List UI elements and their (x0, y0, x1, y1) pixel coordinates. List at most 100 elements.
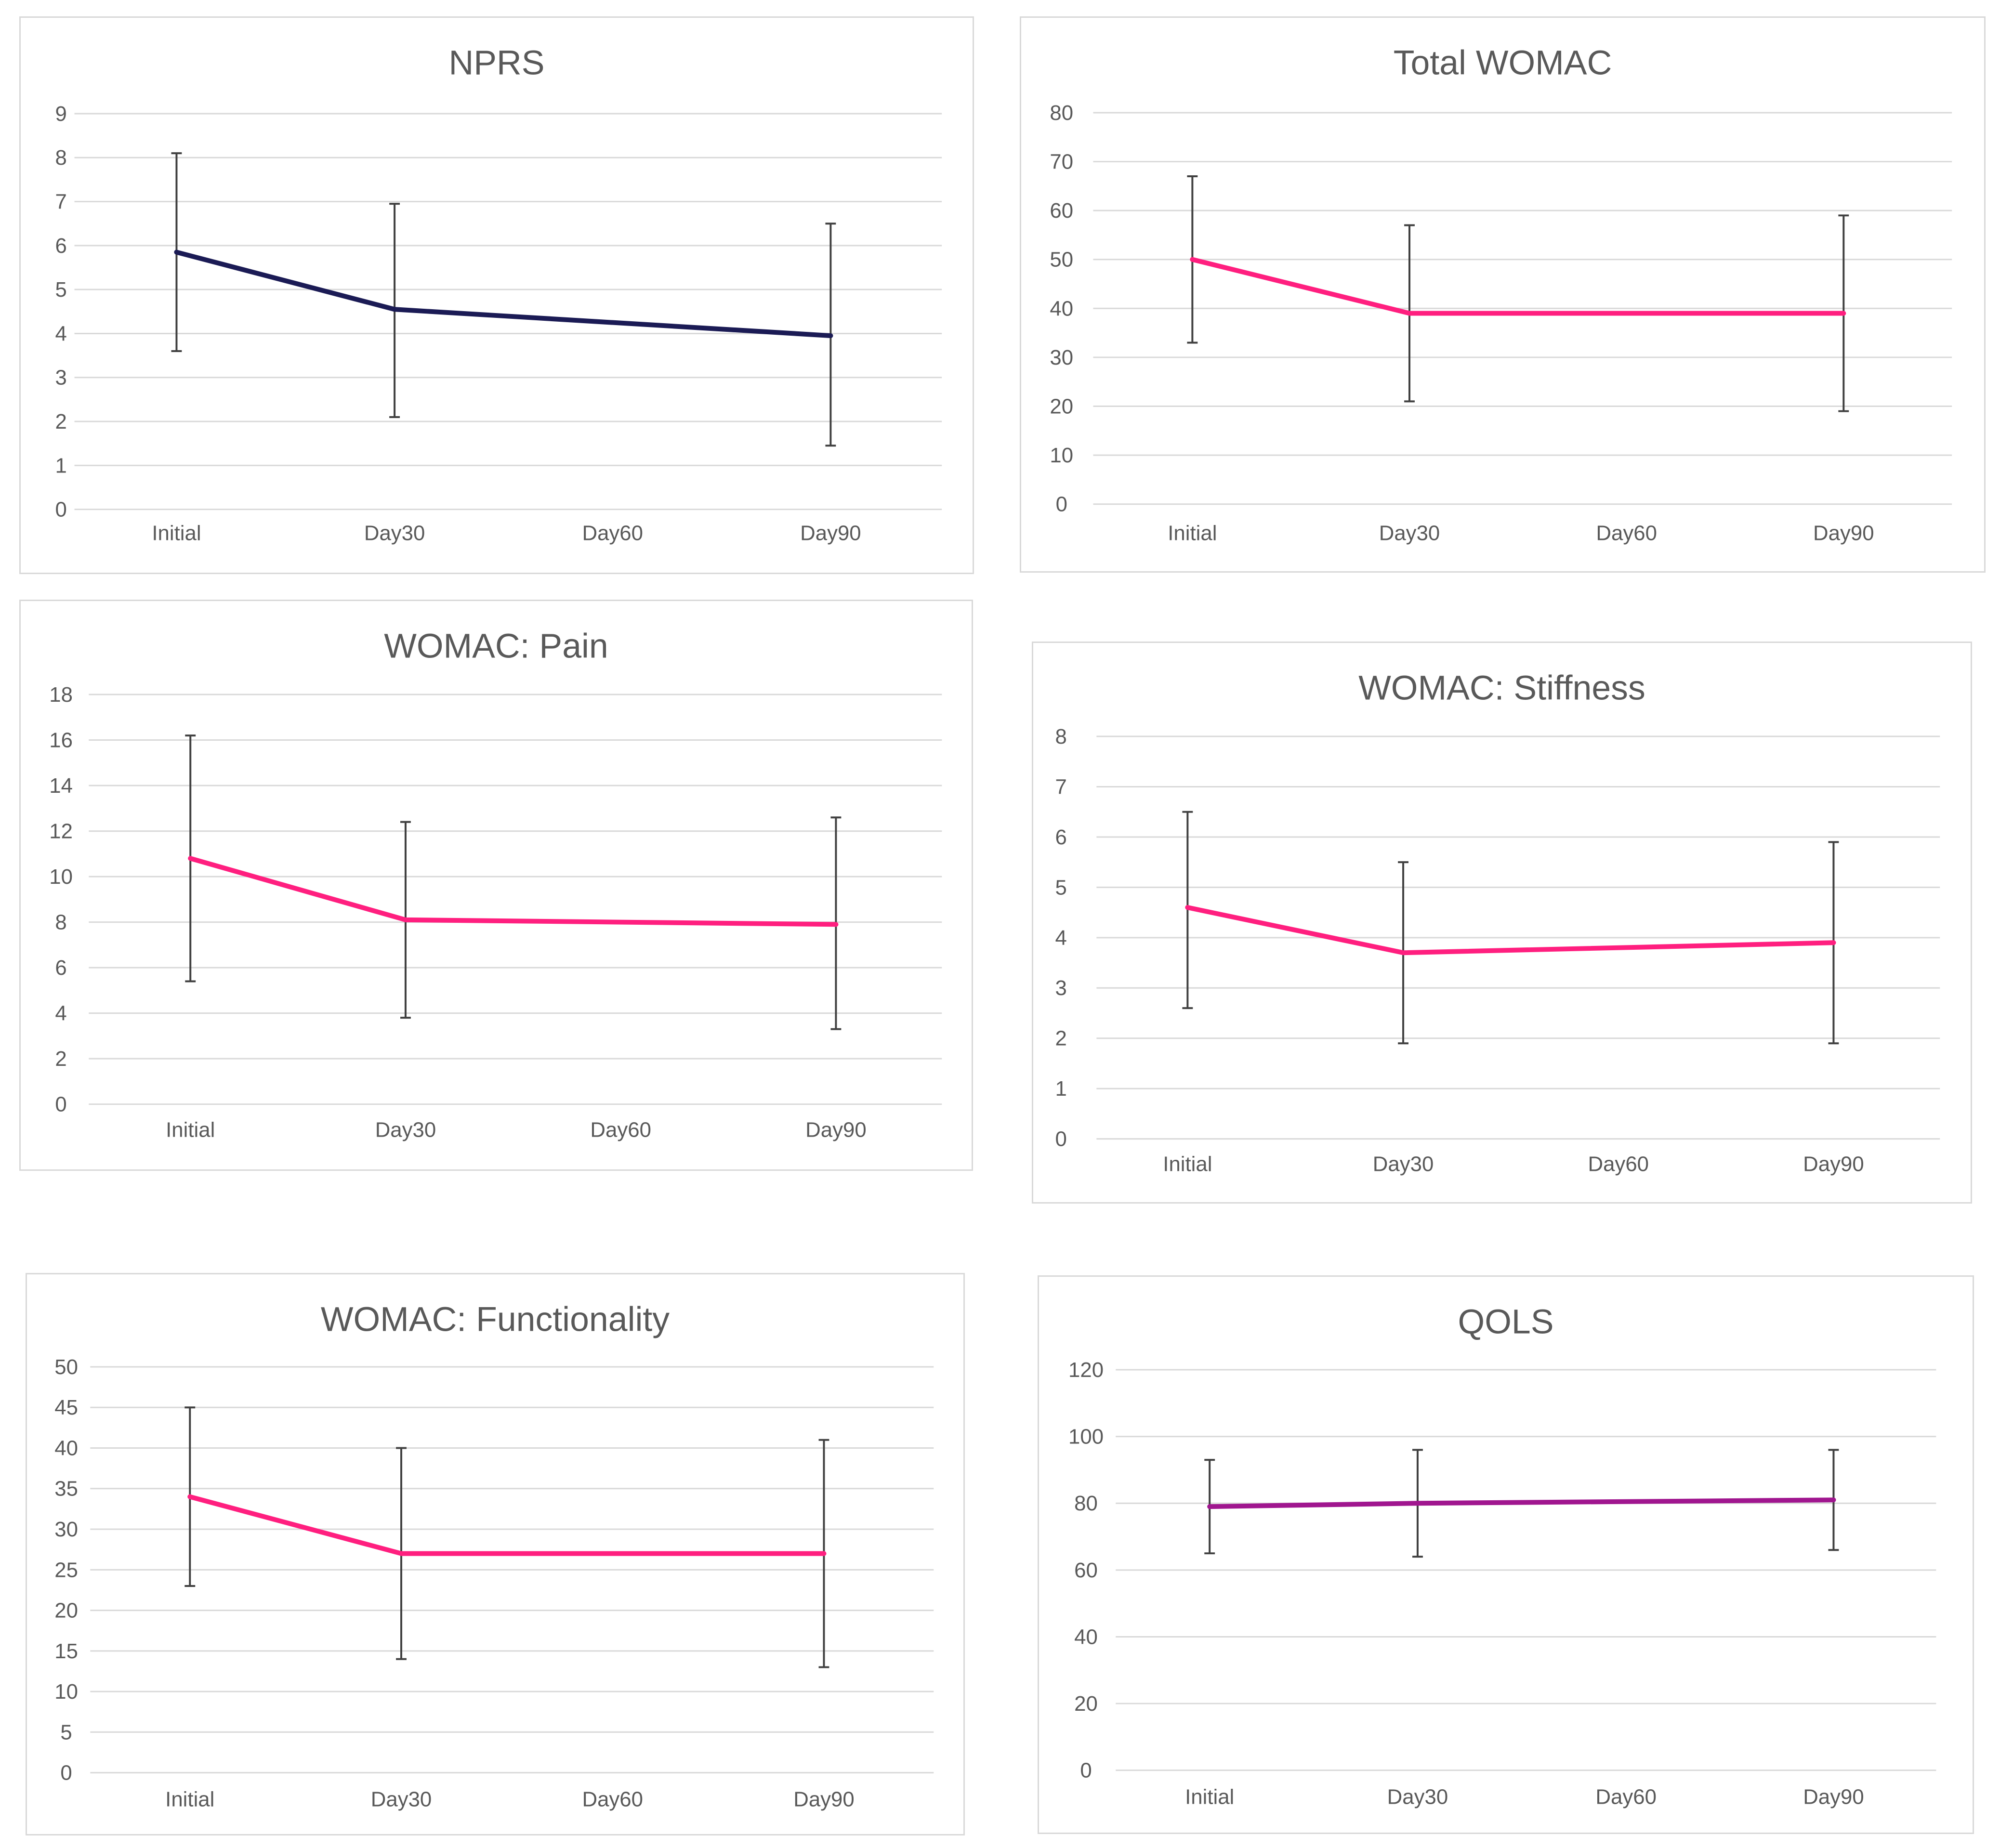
chart-womac-functionality-y-tick-label: 20 (54, 1599, 78, 1623)
chart-total-womac-y-tick-label: 70 (1050, 150, 1073, 173)
chart-womac-pain-y-tick-label: 6 (55, 956, 66, 980)
chart-total-womac-y-tick-label: 0 (1056, 493, 1067, 516)
chart-womac-functionality-y-tick-label: 15 (54, 1639, 78, 1663)
chart-npr-y-tick-label: 3 (55, 366, 67, 390)
chart-womac-pain-y-tick-label: 12 (49, 819, 73, 843)
chart-qols-y-tick-label: 100 (1068, 1425, 1104, 1449)
chart-npr-series-line (174, 249, 833, 339)
chart-womac-pain-svg: WOMAC: Pain 0 2 4 6 8 10 12 14 16 18 Initial Day30 Da… (49, 627, 942, 1141)
chart-qols-y-tick-label: 40 (1074, 1625, 1098, 1649)
chart-total-womac-y-tick-label: 10 (1050, 444, 1073, 467)
chart-womac-stiffness-series-line (1185, 905, 1836, 956)
chart-npr-y-tick-label: 1 (55, 454, 67, 477)
chart-womac-pain-y-tick-label: 8 (55, 911, 66, 934)
chart-npr-title: NPRS (449, 43, 545, 82)
chart-npr-data-point (828, 333, 833, 339)
chart-qols-data-point (1207, 1504, 1212, 1509)
chart-npr-data-point (174, 249, 179, 255)
chart-womac-stiffness-x-tick-label: Day90 (1803, 1152, 1864, 1176)
chart-total-womac-data-point (1841, 311, 1846, 316)
chart-npr-y-tick-label: 2 (55, 410, 67, 433)
chart-womac-pain-series-line (188, 856, 839, 927)
chart-npr-svg: NPRS 0 1 2 3 4 5 6 7 8 9 Initial Day30 Day60 Day90 (55, 43, 942, 545)
chart-qols-x-tick-label: Day30 (1387, 1785, 1448, 1809)
chart-womac-pain-y-tick-label: 14 (49, 774, 73, 798)
chart-womac-functionality-data-point (399, 1551, 404, 1556)
chart-qols-y-tick-label: 20 (1074, 1692, 1098, 1716)
chart-womac-functionality-y-tick-label: 30 (54, 1518, 78, 1541)
chart-womac-pain-y-tick-label: 4 (55, 1002, 66, 1025)
chart-npr-y-tick-label: 6 (55, 234, 67, 258)
chart-womac-stiffness-y-tick-label: 3 (1055, 976, 1067, 1000)
chart-qols-y-tick-label: 60 (1074, 1559, 1098, 1582)
chart-womac-stiffness-y-tick-label: 0 (1055, 1127, 1067, 1151)
chart-womac-functionality-data-point (187, 1494, 193, 1499)
chart-womac-stiffness-data-point (1831, 940, 1836, 945)
chart-womac-pain-y-tick-label: 10 (49, 865, 73, 889)
chart-womac-functionality-x-tick-label: Day60 (582, 1787, 643, 1811)
chart-womac-pain-x-tick-label: Day90 (805, 1118, 867, 1141)
chart-womac-functionality-x-tick-label: Day90 (793, 1787, 855, 1811)
chart-total-womac-data-point (1190, 257, 1195, 262)
chart-total-womac-y-tick-label: 30 (1050, 346, 1073, 369)
chart-npr-y-tick-label: 0 (55, 498, 67, 522)
chart-womac-functionality-x-tick-label: Initial (165, 1787, 214, 1811)
chart-womac-functionality-svg: WOMAC: Functionality 0 5 10 15 20 25 30 35 40 45 50… (54, 1300, 934, 1811)
chart-npr-x-tick-label: Initial (152, 521, 201, 545)
chart-qols-data-point (1831, 1497, 1836, 1503)
chart-npr-y-tick-label: 7 (55, 190, 67, 213)
chart-womac-stiffness-y-tick-label: 7 (1055, 775, 1067, 799)
chart-womac-stiffness-y-tick-label: 8 (1055, 725, 1067, 748)
chart-qols-y-tick-label: 0 (1080, 1759, 1092, 1782)
chart-womac-stiffness-data-point (1401, 950, 1406, 956)
chart-total-womac-title: Total WOMAC (1394, 43, 1612, 82)
chart-womac-pain-data-point (188, 856, 193, 861)
chart-womac-stiffness-x-tick-label: Day30 (1373, 1152, 1434, 1176)
chart-womac-functionality-y-tick-label: 50 (54, 1355, 78, 1379)
chart-womac-functionality-data-point (821, 1551, 827, 1556)
chart-total-womac-series-line (1190, 257, 1846, 316)
chart-total-womac-x-tick-label: Day90 (1813, 521, 1874, 545)
chart-womac-functionality-y-tick-label: 45 (54, 1396, 78, 1419)
chart-womac-stiffness-title: WOMAC: Stiffness (1358, 668, 1645, 707)
chart-npr-y-tick-label: 9 (55, 102, 67, 126)
chart-total-womac-x-tick-label: Initial (1168, 521, 1217, 545)
chart-womac-functionality-panel: WOMAC: Functionality 0 5 10 15 20 25 30 35 40 45 50… (26, 1273, 965, 1835)
chart-womac-stiffness-svg: WOMAC: Stiffness 0 1 2 3 4 5 6 7 8 Initial Day30 Day… (1055, 668, 1940, 1176)
chart-npr-y-tick-label: 5 (55, 278, 67, 301)
chart-qols-y-tick-label: 120 (1068, 1358, 1104, 1382)
chart-qols-panel: QOLS 0 20 40 60 80 100 120 Initial Day30 Day60 Day9… (1038, 1275, 1974, 1834)
chart-npr-data-point (392, 307, 397, 312)
chart-womac-functionality-y-tick-label: 35 (54, 1477, 78, 1501)
chart-womac-functionality-y-tick-label: 0 (60, 1761, 72, 1785)
chart-npr-y-tick-label: 4 (55, 322, 67, 345)
chart-qols-x-tick-label: Initial (1185, 1785, 1234, 1809)
chart-womac-pain-y-tick-label: 2 (55, 1047, 66, 1071)
chart-womac-pain-panel: WOMAC: Pain 0 2 4 6 8 10 12 14 16 18 Initial Day30 Da… (19, 600, 973, 1171)
chart-womac-pain-y-tick-label: 0 (55, 1093, 66, 1116)
chart-womac-functionality-y-tick-label: 40 (54, 1436, 78, 1460)
chart-qols-x-tick-label: Day60 (1595, 1785, 1657, 1809)
chart-womac-pain-y-tick-label: 18 (49, 683, 73, 707)
chart-npr-x-tick-label: Day90 (800, 521, 861, 545)
chart-qols-data-point (1415, 1501, 1420, 1506)
chart-total-womac-y-tick-label: 60 (1050, 199, 1073, 223)
chart-npr-panel: NPRS 0 1 2 3 4 5 6 7 8 9 Initial Day30 Day60 Day90 (19, 16, 974, 574)
chart-npr-y-tick-label: 8 (55, 146, 67, 170)
chart-womac-stiffness-data-point (1185, 905, 1190, 910)
chart-womac-pain-x-tick-label: Day30 (375, 1118, 436, 1141)
chart-total-womac-y-tick-label: 20 (1050, 394, 1073, 418)
chart-womac-stiffness-error-bar (1182, 811, 1193, 1009)
chart-womac-pain-y-tick-label: 16 (49, 728, 73, 752)
chart-womac-pain-x-tick-label: Day60 (590, 1118, 651, 1141)
chart-total-womac-y-tick-label: 50 (1050, 248, 1073, 272)
chart-womac-stiffness-x-tick-label: Initial (1163, 1152, 1212, 1176)
chart-womac-functionality-y-tick-label: 5 (60, 1720, 72, 1744)
chart-womac-functionality-title: WOMAC: Functionality (321, 1300, 670, 1338)
chart-npr-x-tick-label: Day30 (364, 521, 425, 545)
chart-womac-functionality-series-line (187, 1494, 827, 1556)
chart-womac-stiffness-panel: WOMAC: Stiffness 0 1 2 3 4 5 6 7 8 Initial Day30 Day… (1032, 642, 1972, 1204)
chart-total-womac-svg: Total WOMAC 0 10 20 30 40 50 60 70 80 Initial Day30… (1050, 43, 1952, 545)
chart-womac-stiffness-x-tick-label: Day60 (1588, 1152, 1649, 1176)
chart-total-womac-x-tick-label: Day60 (1596, 521, 1657, 545)
